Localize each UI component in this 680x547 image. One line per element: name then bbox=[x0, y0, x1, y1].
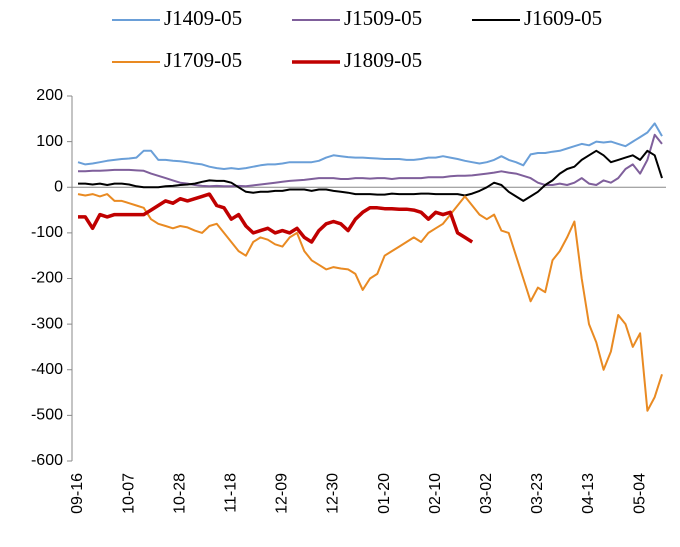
y-tick-label: 200 bbox=[36, 87, 63, 104]
x-tick-label: 12-09 bbox=[274, 473, 291, 514]
x-tick-label: 04-13 bbox=[580, 473, 597, 514]
legend-label: J1809-05 bbox=[344, 48, 422, 72]
y-tick-label: -400 bbox=[31, 361, 63, 378]
y-tick-label: -300 bbox=[31, 315, 63, 332]
legend-label: J1409-05 bbox=[164, 6, 242, 30]
x-tick-label: 10-28 bbox=[171, 473, 188, 514]
y-tick-label: -600 bbox=[31, 452, 63, 469]
y-tick-label: 0 bbox=[54, 178, 63, 195]
y-tick-label: -100 bbox=[31, 224, 63, 241]
x-tick-label: 11-18 bbox=[223, 473, 240, 513]
y-tick-label: 100 bbox=[36, 133, 63, 150]
series-line bbox=[78, 149, 663, 202]
x-tick-label: 02-10 bbox=[427, 473, 444, 514]
x-tick-label: 03-23 bbox=[529, 473, 546, 514]
legend-label: J1509-05 bbox=[344, 6, 422, 30]
legend-label: J1609-05 bbox=[524, 6, 602, 30]
x-tick-label: 10-07 bbox=[120, 473, 137, 514]
x-tick-label: 05-04 bbox=[631, 473, 648, 514]
x-tick-label: 01-20 bbox=[376, 473, 393, 514]
series-line bbox=[78, 133, 663, 188]
x-tick-label: 03-02 bbox=[478, 473, 495, 514]
series-line bbox=[77, 193, 663, 412]
series-line bbox=[78, 192, 474, 244]
legend-label: J1709-05 bbox=[164, 48, 242, 72]
x-tick-label: 12-30 bbox=[325, 473, 342, 514]
series-line bbox=[77, 122, 663, 170]
y-tick-label: -200 bbox=[31, 270, 63, 287]
x-tick-label: 09-16 bbox=[69, 473, 86, 514]
y-tick-label: -500 bbox=[31, 407, 63, 424]
